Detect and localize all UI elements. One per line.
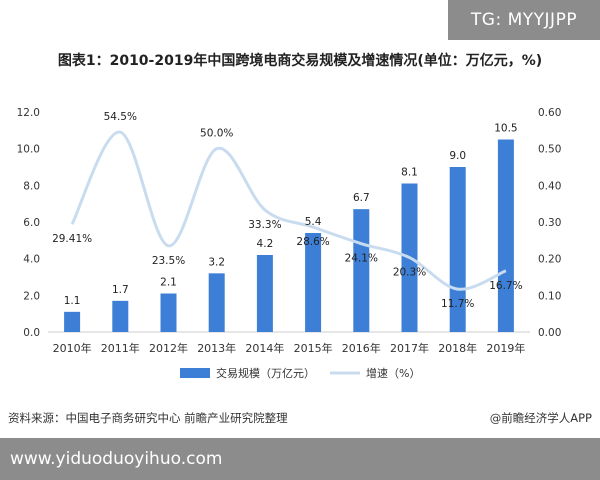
line-value-label: 24.1% [345,253,378,265]
y-left-tick-label: 8.0 [23,180,40,192]
line-value-label: 23.5% [152,255,185,267]
bar [112,300,129,332]
bar-value-label: 1.7 [112,284,129,296]
publisher-note: @前瞻经济学人APP [489,411,592,425]
line-value-label: 20.3% [393,267,426,279]
bar-value-label: 2.1 [160,277,177,289]
chart-title: 图表1：2010-2019年中国跨境电商交易规模及增速情况(单位：万亿元，%) [57,53,543,69]
bar [64,311,81,332]
watermark-strip: www.yiduoduoyihuo.com [0,438,600,480]
x-tick-label: 2015年 [294,341,333,355]
x-tick-label: 2019年 [486,341,525,355]
bar-value-label: 5.4 [305,216,322,228]
line-value-label: 54.5% [104,111,137,123]
chart-area: 0.0 2.0 4.0 6.0 8.0 10.0 12.0 0.00 0.10 0.20 0.30 0… [17,107,562,380]
bar [305,233,322,332]
y-right-tick-label: 0.20 [538,254,561,266]
line-value-label: 28.6% [296,236,329,248]
y-left-tick-label: 12.0 [17,107,40,119]
bar-value-label: 1.1 [64,295,81,307]
bar [497,139,514,332]
bar-value-label: 4.2 [257,238,274,250]
y-left-tick-label: 4.0 [23,254,40,266]
legend-bar-label: 交易规模（万亿元） [216,366,315,380]
x-tick-label: 2016年 [342,341,381,355]
legend-bar-swatch [180,368,210,378]
y-right-tick-label: 0.00 [538,327,561,339]
y-left-tick-label: 0.0 [23,327,40,339]
bar-value-label: 3.2 [208,256,225,268]
bar [353,209,370,332]
line-value-label: 16.7% [489,280,522,292]
line-value-label: 29.41% [52,233,92,245]
y-right-tick-label: 0.10 [538,290,561,302]
x-tick-label: 2013年 [197,341,236,355]
y-right-tick-label: 0.30 [538,217,561,229]
x-tick-label: 2012年 [149,341,188,355]
bar-value-label: 9.0 [449,150,466,162]
growth-line [70,130,507,291]
bar-value-label: 6.7 [353,192,370,204]
x-tick-label: 2011年 [101,341,140,355]
watermark-url: www.yiduoduoyihuo.com [10,449,223,469]
bar [256,255,273,332]
legend-line-label: 增速（%） [366,366,420,380]
bar-value-label: 8.1 [401,167,418,179]
tag-badge: TG: MYYJJPP [448,0,600,40]
source-note: 资料来源：中国电子商务研究中心 前瞻产业研究院整理 [8,411,288,425]
y-right-tick-label: 0.40 [538,180,561,192]
x-tick-label: 2018年 [438,341,477,355]
line-value-label: 50.0% [200,128,233,140]
y-left-tick-label: 6.0 [23,217,40,229]
y-left-tick-label: 10.0 [17,144,40,156]
x-tick-label: 2017年 [390,341,429,355]
line-value-label: 33.3% [248,219,281,231]
bar-value-label: 10.5 [494,123,517,135]
line-value-label: 11.7% [441,298,474,310]
x-tick-label: 2010年 [53,341,92,355]
bar [208,273,225,332]
bar [160,293,177,332]
y-left-tick-label: 2.0 [23,290,40,302]
x-tick-label: 2014年 [245,341,284,355]
y-right-tick-label: 0.60 [538,107,561,119]
y-right-tick-label: 0.50 [538,144,561,156]
